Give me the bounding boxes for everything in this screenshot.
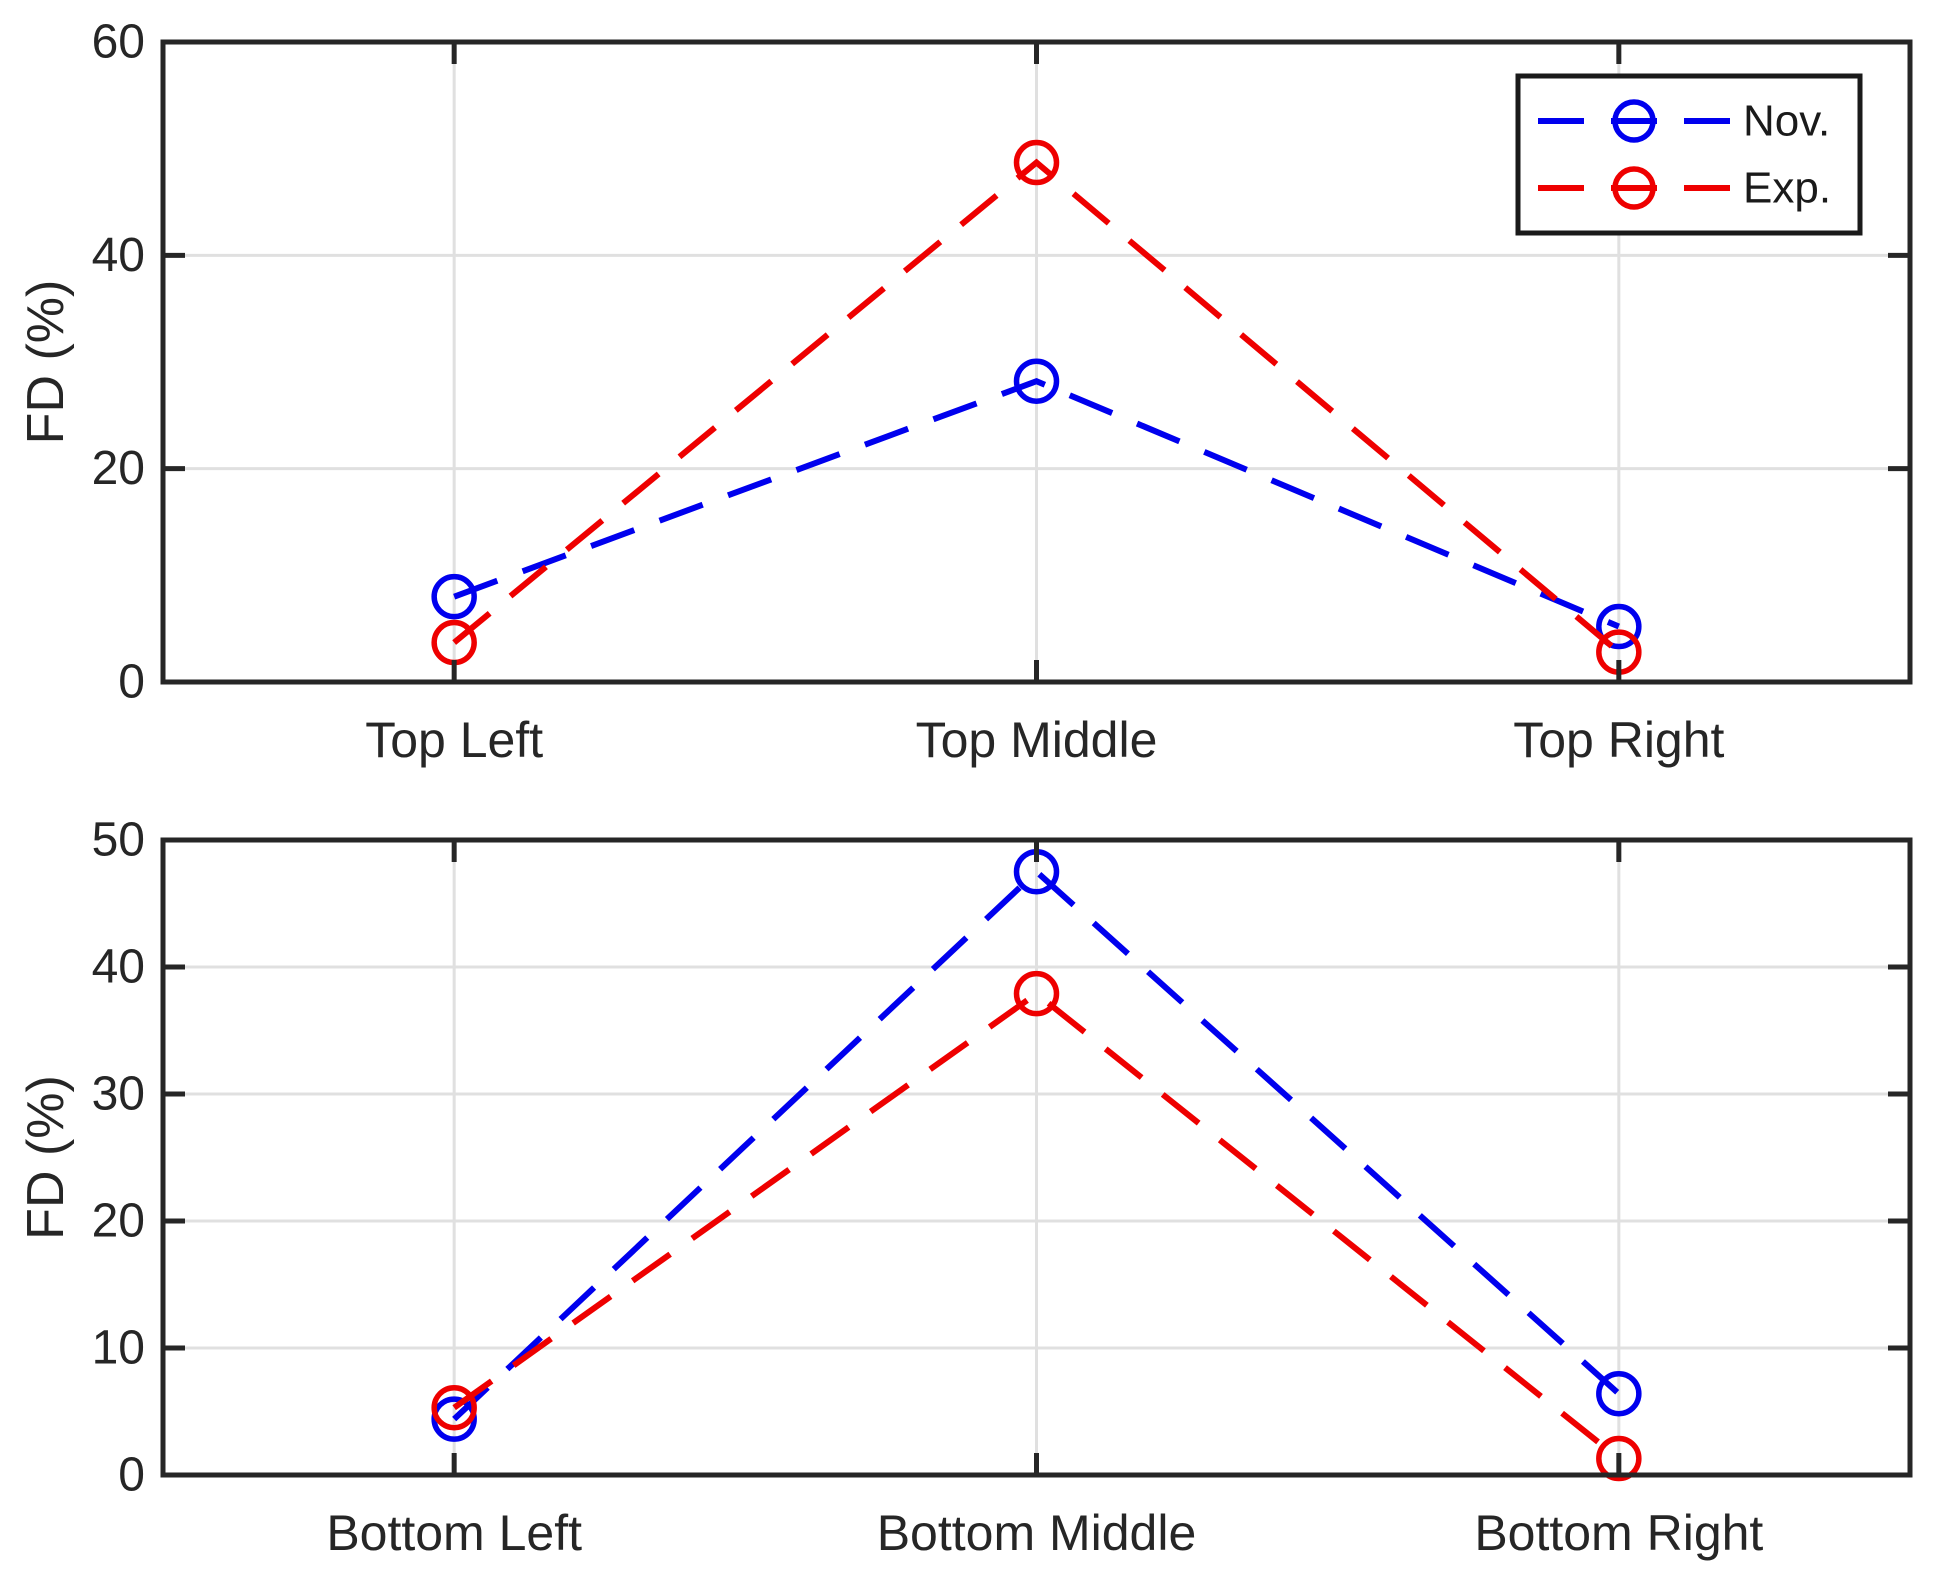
data-point-marker-nov (1596, 603, 1642, 650)
x-category-label: Top Middle (916, 712, 1158, 768)
series-line-nov (452, 867, 1621, 1422)
data-point-marker-exp (431, 1384, 477, 1431)
legend: Nov. Exp. (1515, 73, 1863, 236)
data-point-marker-nov (431, 1396, 477, 1442)
y-tick-label: 20 (92, 442, 145, 495)
y-tick-label: 10 (92, 1322, 145, 1375)
data-point-marker-nov (1596, 1370, 1642, 1417)
legend-label: Nov. (1743, 97, 1830, 146)
legend-marker-sample (1612, 166, 1656, 210)
x-category-label: Top Right (1513, 712, 1724, 768)
legend-label: Exp. (1743, 164, 1831, 213)
chart-panel-top: 0 20 40 60 Top Left Top Middle Top Right FD (%)… (17, 16, 1913, 768)
data-point-marker-exp (1013, 139, 1060, 186)
y-tick-label: 60 (92, 16, 145, 69)
x-category-label: Bottom Middle (877, 1505, 1197, 1561)
data-point-marker-exp (1596, 1435, 1642, 1482)
y-tick-label: 0 (118, 656, 145, 709)
y-tick-label: 40 (92, 229, 145, 282)
y-tick-label: 50 (92, 814, 145, 867)
y-axis-label: FD (%) (17, 1075, 75, 1240)
series-line-nov (453, 377, 1620, 630)
data-point-marker-nov (1013, 358, 1060, 404)
chart-panel-bottom: 0 10 20 30 40 50 Bottom Left Bottom Middle Botto… (17, 814, 1913, 1561)
legend-marker-sample (1612, 99, 1656, 143)
x-category-label: Top Left (365, 712, 543, 768)
y-tick-label: 0 (118, 1449, 145, 1502)
y-axis-label: FD (%) (17, 280, 75, 445)
data-point-marker-nov (431, 573, 477, 620)
x-category-label: Bottom Left (326, 1505, 582, 1561)
legend-box (1515, 73, 1863, 236)
y-tick-label: 20 (92, 1195, 145, 1248)
x-category-label: Bottom Right (1474, 1505, 1763, 1561)
series-line-exp (452, 989, 1621, 1461)
data-point-marker-exp (1013, 970, 1060, 1017)
y-tick-label: 40 (92, 941, 145, 994)
y-tick-label: 30 (92, 1068, 145, 1121)
series-line-exp (452, 158, 1621, 655)
